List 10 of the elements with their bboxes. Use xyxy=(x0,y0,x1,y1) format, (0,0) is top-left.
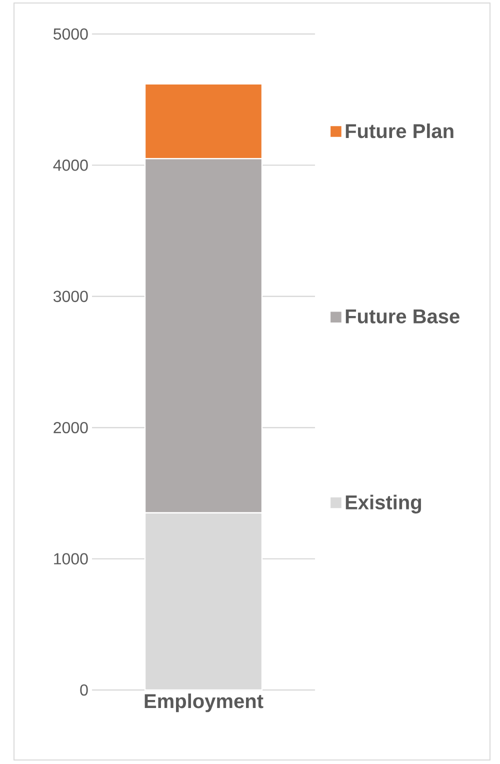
y-tick-label: 3000 xyxy=(53,290,88,302)
legend-label: Future Plan xyxy=(346,123,454,138)
x-tick-label: Employment xyxy=(144,694,264,712)
legend-label: Future Base xyxy=(346,309,460,324)
y-tick-label: 5000 xyxy=(54,28,88,40)
y-tick-label: 0 xyxy=(80,684,88,696)
legend-label: Existing xyxy=(346,494,422,514)
y-tick-label: 2000 xyxy=(54,422,88,434)
y-tick-label: 4000 xyxy=(53,160,88,171)
y-tick-label: 1000 xyxy=(54,553,88,564)
